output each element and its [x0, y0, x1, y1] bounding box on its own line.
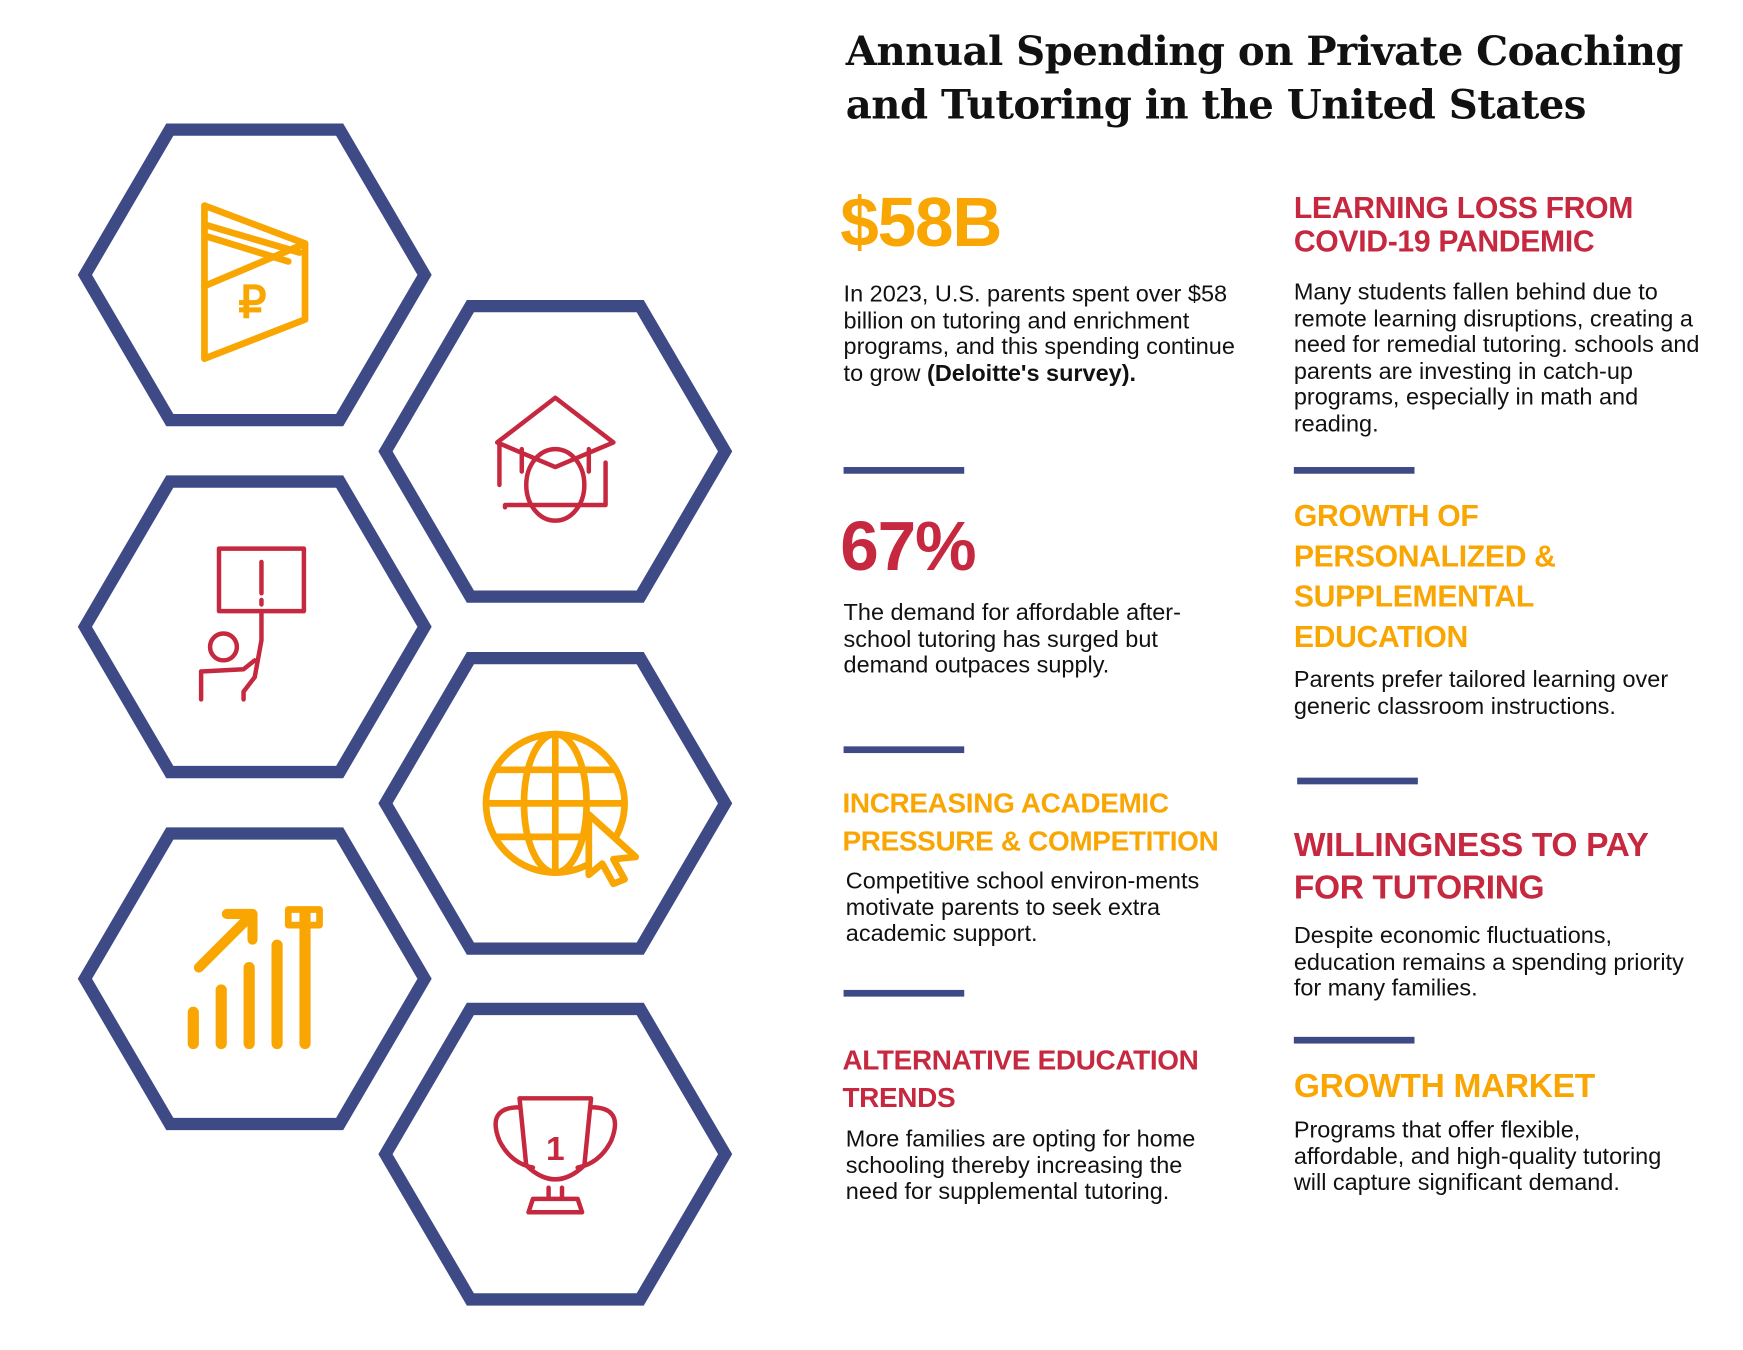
- hexagon-tile: [378, 299, 733, 603]
- hexagon-tile: [77, 827, 432, 1131]
- divider: [843, 989, 965, 997]
- learning-loss-heading: Learning Loss from COVID-19 Pandemic: [1293, 191, 1634, 259]
- growth-bar-chart-icon: [187, 906, 323, 1050]
- person-holding-alert-sign-icon: [198, 546, 307, 702]
- divider: [1293, 1036, 1415, 1044]
- stat-67-text: The demand for affordable after-school t…: [843, 599, 1181, 679]
- hexagon-outline: [378, 651, 733, 955]
- willingness-heading: Willingness to Pay for Tutoring: [1293, 826, 1648, 907]
- stat-67-percent: 67%: [840, 508, 976, 586]
- learning-loss-text: Many students fallen behind due to remot…: [1293, 279, 1700, 437]
- divider: [843, 746, 965, 754]
- graduate-student-icon: [494, 395, 616, 523]
- page-title: Annual Spending on Private Coaching and …: [845, 27, 1684, 129]
- pressure-heading: Increasing Academic Pressure & Competiti…: [842, 787, 1219, 857]
- alternative-heading: Alternative Education Trends: [842, 1044, 1199, 1114]
- hexagon-tile: ₽: [77, 123, 432, 427]
- hexagon-outline: [378, 299, 733, 603]
- personalized-text: Parents prefer tailored learning over ge…: [1293, 667, 1669, 719]
- stat-58b-source: (Deloitte's survey).: [927, 360, 1137, 387]
- willingness-text: Despite economic fluctuations, education…: [1293, 922, 1684, 1002]
- hexagon-outline: [77, 475, 432, 779]
- hexagon-tile: 1: [378, 1002, 733, 1306]
- hexagon-outline: [77, 123, 432, 427]
- hexagon-outline: [378, 1002, 733, 1306]
- growth-market-text: Programs that offer flexible, affordable…: [1293, 1117, 1662, 1196]
- trophy-first-place-icon: 1: [493, 1096, 618, 1215]
- divider: [843, 467, 965, 474]
- hexagon-tile: [77, 475, 432, 779]
- divider: [1297, 777, 1418, 785]
- hexagon-outline: [77, 827, 432, 1131]
- stat-58b-description: In 2023, U.S. parents spent over $58 bil…: [843, 281, 1235, 387]
- stat-58b-text: In 2023, U.S. parents spent over $58 bil…: [844, 282, 1257, 387]
- growth-market-heading: Growth Market: [1293, 1068, 1595, 1106]
- pressure-text: Competitive school environ-ments motivat…: [845, 868, 1200, 947]
- svg-text:1: 1: [546, 1131, 565, 1168]
- personalized-heading: Growth of Personalized & Supplemental Ed…: [1293, 499, 1556, 654]
- divider: [1293, 467, 1415, 474]
- hexagon-icon-grid: ₽1: [77, 123, 733, 1306]
- svg-text:₽: ₽: [238, 278, 266, 327]
- globe-cursor-icon: [482, 730, 640, 888]
- stat-58b: $58B: [840, 184, 1002, 262]
- wallet-ruble-icon: ₽: [201, 202, 309, 363]
- alternative-text: More families are opting for home school…: [845, 1126, 1196, 1205]
- hexagon-tile: [378, 651, 733, 955]
